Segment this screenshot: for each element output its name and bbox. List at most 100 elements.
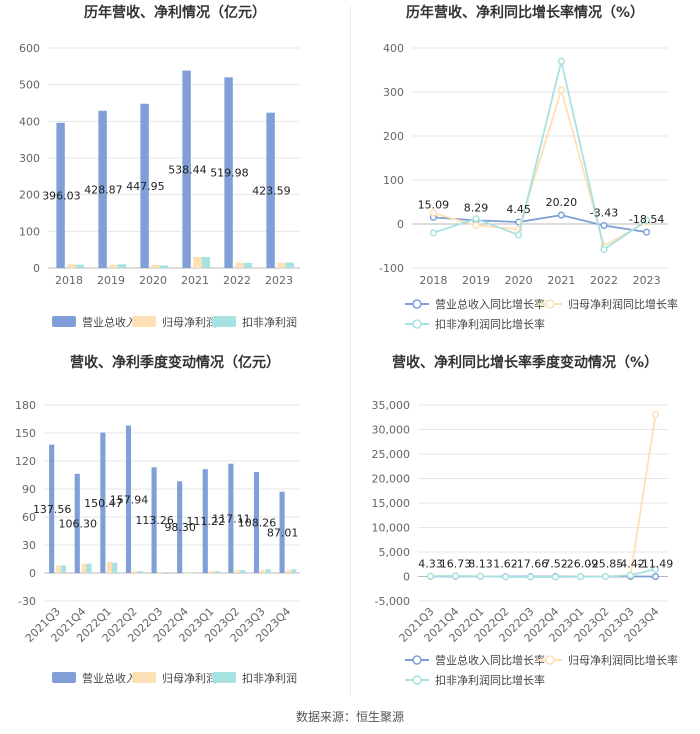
- legend-label: 扣非净利润: [242, 315, 297, 329]
- y-tick-label: 25,000: [372, 448, 411, 461]
- bar-net-profit: [277, 262, 286, 268]
- bar-revenue: [49, 444, 55, 573]
- bar-revenue: [279, 491, 285, 573]
- data-label: 108.26: [238, 516, 277, 529]
- bar-deducted-profit: [243, 262, 253, 268]
- bar-revenue: [177, 481, 183, 573]
- data-label: 20.20: [546, 196, 578, 209]
- bar-net-profit: [193, 257, 202, 268]
- bar-revenue: [125, 425, 132, 573]
- x-tick-label: 2020: [139, 274, 167, 287]
- data-label: -25.85: [588, 558, 623, 571]
- bar-net-profit: [109, 264, 118, 268]
- bar-deducted-profit: [75, 264, 85, 268]
- series-point: [551, 573, 560, 581]
- y-tick-label: 200: [19, 189, 40, 202]
- series-point: [643, 216, 651, 225]
- y-tick-label: 5,000: [379, 546, 411, 559]
- y-tick-label: 0: [33, 262, 40, 275]
- data-label: -26.09: [563, 558, 598, 571]
- series-point: [501, 573, 510, 581]
- y-tick-label: 20,000: [372, 473, 411, 486]
- chart-title: 历年营收、净利同比增长率情况（%）: [406, 4, 644, 21]
- bar-revenue: [253, 471, 260, 573]
- legend-swatch: [212, 672, 236, 683]
- series-point: [557, 211, 565, 219]
- bar-revenue: [74, 473, 80, 573]
- x-tick-label: 2020: [505, 274, 533, 287]
- series-point: [643, 228, 651, 236]
- data-source-note: 数据来源：恒生聚源: [295, 710, 404, 724]
- annual-revenue-profit-chart: 历年营收、净利情况（亿元） 0 100 200 300 400 500 600 2018 2019…: [19, 4, 300, 329]
- data-label: 137.56: [33, 503, 72, 516]
- y-tick-label: 100: [383, 174, 404, 187]
- legend-marker: [412, 655, 422, 665]
- y-tick-label: 30,000: [372, 424, 411, 437]
- bar-revenue: [202, 469, 208, 573]
- annual-growth-rate-chart: 历年营收、净利同比增长率情况（%） -100 0 100 200 300 400 2018 20…: [379, 4, 678, 331]
- bar-revenue: [151, 467, 157, 573]
- bar-deducted-profit: [86, 563, 92, 573]
- series-line-2: [433, 60, 648, 252]
- y-tick-label: 60: [22, 511, 36, 524]
- data-label: 150.47: [84, 497, 123, 510]
- series-point: [526, 573, 535, 581]
- legend-label: 营业总收入同比增长率: [435, 653, 545, 667]
- y-tick-label: 150: [15, 427, 36, 440]
- bar-revenue: [224, 77, 233, 268]
- x-tick-label: 2022: [590, 274, 618, 287]
- y-tick-label: 100: [19, 225, 40, 238]
- legend-label: 扣非净利润: [242, 671, 297, 685]
- x-tick-label: 2021: [181, 274, 209, 287]
- data-label: 8.13: [468, 558, 493, 571]
- series-point: [426, 572, 435, 580]
- x-tick-label: 2018: [419, 274, 447, 287]
- data-label: 106.30: [59, 517, 98, 530]
- legend-swatch: [132, 672, 156, 683]
- x-tick-label: 2021: [547, 274, 575, 287]
- y-tick-label: 500: [19, 79, 40, 92]
- bar-deducted-profit: [159, 265, 169, 268]
- series-point: [600, 245, 608, 254]
- data-label: 396.03: [42, 189, 81, 202]
- data-label: 16.73: [440, 558, 472, 571]
- series-point: [651, 565, 660, 573]
- series-point: [429, 209, 437, 217]
- bar-revenue: [56, 122, 65, 268]
- legend-label: 扣非净利润同比增长率: [435, 673, 545, 687]
- data-label: 111.22: [187, 515, 226, 528]
- panel-divider: [350, 6, 351, 696]
- data-label: 538.44: [168, 163, 207, 176]
- x-tick-label: 2019: [462, 274, 490, 287]
- bar-net-profit: [106, 561, 113, 573]
- bar-net-profit: [55, 565, 61, 573]
- legend-swatch: [132, 316, 156, 327]
- bar-net-profit: [260, 570, 266, 573]
- series-line-0: [433, 214, 647, 234]
- y-tick-label: -100: [379, 262, 404, 275]
- y-tick-label: 180: [15, 399, 36, 412]
- bar-net-profit: [209, 571, 215, 573]
- legend-label: 归母净利润: [162, 315, 217, 329]
- bar-revenue: [98, 110, 107, 268]
- y-tick-label: -30: [18, 595, 36, 608]
- bar-net-profit: [158, 573, 164, 574]
- data-label: 113.26: [135, 514, 174, 527]
- x-tick-label: 2023: [633, 274, 661, 287]
- bar-net-profit: [132, 571, 138, 573]
- legend-marker: [412, 675, 422, 685]
- series-point: [576, 573, 585, 581]
- bar-net-profit: [234, 570, 241, 573]
- bar-deducted-profit: [285, 262, 295, 268]
- legend-marker: [545, 299, 555, 309]
- bar-revenue: [182, 70, 191, 269]
- bar-deducted-profit: [188, 573, 195, 574]
- data-label: 117.11: [212, 512, 251, 525]
- series-point: [600, 221, 608, 230]
- legend-label: 营业总收入同比增长率: [435, 297, 545, 311]
- legend-label: 归母净利润: [162, 671, 217, 685]
- legend-label: 归母净利润同比增长率: [568, 297, 678, 311]
- y-tick-label: 0: [397, 218, 404, 231]
